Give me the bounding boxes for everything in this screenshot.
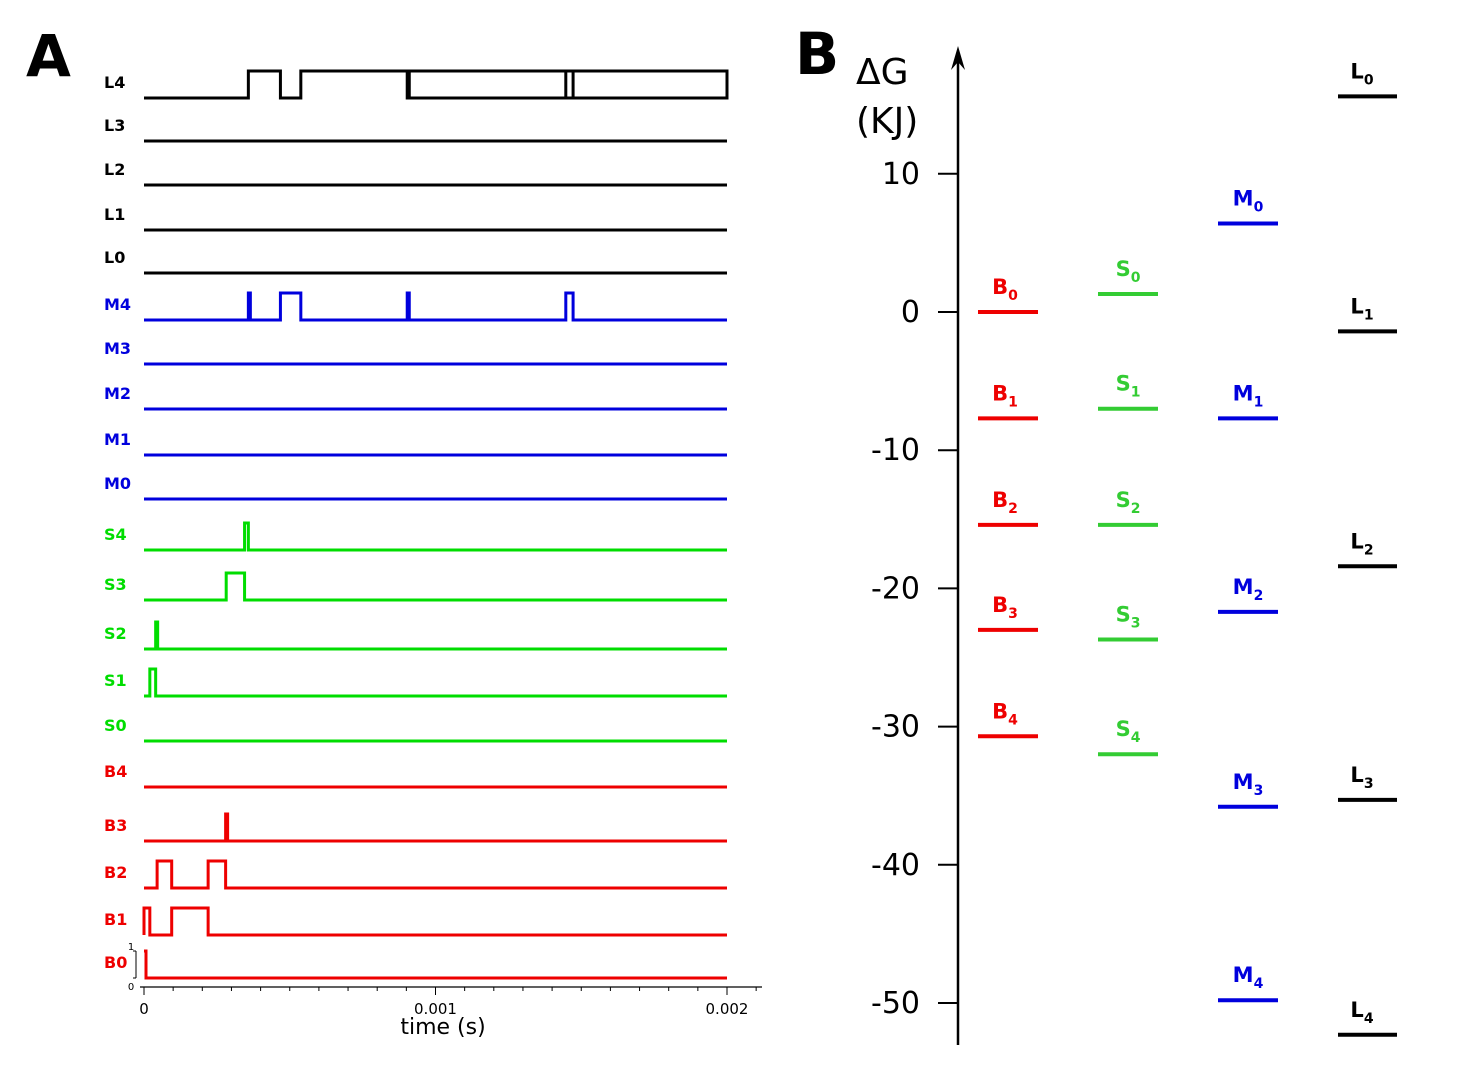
trace-label-b2: B2 [104, 863, 127, 882]
trace-b3 [144, 812, 727, 843]
energy-level-label-m0: M0 [1233, 187, 1264, 216]
trace-label-l3: L3 [104, 116, 125, 135]
trace-label-s2: S2 [104, 624, 127, 643]
trace-label-m2: M2 [104, 384, 131, 403]
y-tick-label: 0 [901, 295, 920, 330]
trace-label-l1: L1 [104, 205, 125, 224]
y-tick-label: -10 [871, 433, 920, 468]
trace-b0 [144, 949, 727, 980]
trace-label-b1: B1 [104, 910, 127, 929]
energy-level-label-b0: B0 [992, 275, 1018, 304]
trace-label-s4: S4 [104, 525, 127, 544]
energy-level-label-m3: M3 [1233, 770, 1264, 799]
x-tick-label: 0 [139, 1000, 149, 1018]
energy-level-label-b1: B1 [992, 381, 1018, 410]
trace-label-l0: L0 [104, 248, 125, 267]
x-axis-label: time (s) [400, 1015, 485, 1040]
energy-level-label-m1: M1 [1233, 381, 1264, 410]
energy-level-label-b3: B3 [992, 593, 1018, 622]
energy-level-label-l0: L0 [1350, 59, 1373, 88]
trace-s2 [144, 620, 727, 651]
energy-level-label-m2: M2 [1233, 575, 1264, 604]
y-axis-label-units: (KJ) [856, 101, 918, 142]
panel-a-timetraces: L4 L3 L2 L1 L0 M4 M3 M2 M1 M0 S4 S3 S2 S1 S0 B4 B3 B2 B1 B0… [104, 69, 762, 1040]
trace-b1 [142, 906, 727, 937]
trace-label-s0: S0 [104, 716, 127, 735]
trace-s4 [144, 521, 727, 552]
trace-label-m0: M0 [104, 474, 131, 493]
energy-level-label-l3: L3 [1350, 763, 1373, 792]
y-tick-label: 10 [882, 157, 920, 192]
x-tick-label: 0.001 [414, 1000, 457, 1018]
energy-level-label-s1: S1 [1116, 372, 1141, 401]
trace-label-s3: S3 [104, 575, 127, 594]
y-tick-label: -20 [871, 571, 920, 606]
energy-level-label-l2: L2 [1350, 529, 1373, 558]
panel-b-energy-levels: ΔG (KJ) 10 0 -10 -20 -30 -40 -50 B0 B1 B2 B3 B4 S0 S1 S2… [856, 46, 1397, 1045]
panel-b-letter: B [795, 20, 839, 88]
trace-m4 [144, 291, 727, 322]
trace-label-m1: M1 [104, 430, 131, 449]
trace-label-b4: B4 [104, 762, 127, 781]
x-tick-label: 0.002 [706, 1000, 749, 1018]
energy-level-label-l4: L4 [1350, 998, 1373, 1027]
trace-b2 [144, 859, 727, 890]
trace-s3 [144, 571, 727, 602]
energy-level-label-s2: S2 [1116, 488, 1141, 517]
energy-level-label-s0: S0 [1116, 257, 1141, 286]
trace-label-s1: S1 [104, 671, 127, 690]
y-axis-label: ΔG [856, 52, 909, 93]
scale-label-low: 0 [128, 982, 134, 993]
y-tick-label: -30 [871, 710, 920, 745]
trace-label-b0: B0 [104, 953, 127, 972]
trace-label-m3: M3 [104, 339, 131, 358]
trace-label-l4: L4 [104, 73, 125, 92]
energy-level-label-s3: S3 [1116, 603, 1141, 632]
trace-l4 [144, 69, 729, 100]
energy-level-label-s4: S4 [1116, 717, 1141, 746]
y-tick-label: -50 [871, 986, 920, 1021]
energy-level-label-b4: B4 [992, 699, 1018, 728]
energy-level-label-b2: B2 [992, 488, 1018, 517]
energy-level-label-m4: M4 [1233, 963, 1264, 992]
trace-label-m4: M4 [104, 295, 131, 314]
panel-a-letter: A [26, 22, 71, 90]
y-axis-arrow [951, 46, 965, 70]
trace-s1 [144, 667, 727, 698]
trace-label-b3: B3 [104, 816, 127, 835]
energy-level-label-l1: L1 [1350, 294, 1373, 323]
trace-label-l2: L2 [104, 160, 125, 179]
y-tick-label: -40 [871, 848, 920, 883]
scale-label-high: 1 [128, 942, 134, 953]
